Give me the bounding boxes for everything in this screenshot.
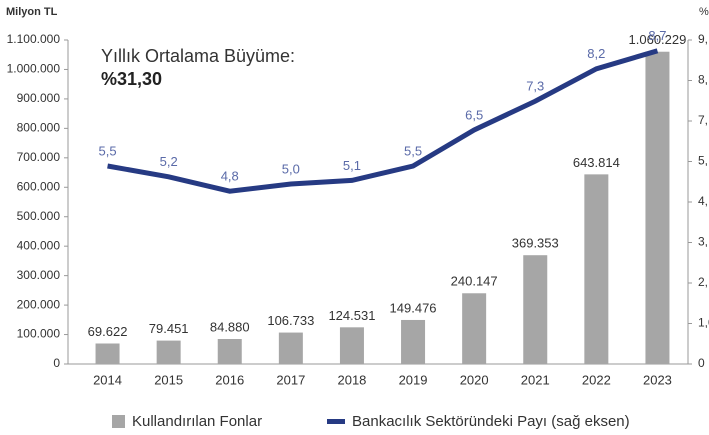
y2-tick-label: 5, xyxy=(698,154,708,168)
bar-value-label: 106.733 xyxy=(267,313,314,328)
bar xyxy=(217,338,242,364)
legend-label: Bankacılık Sektöründeki Payı (sağ eksen) xyxy=(352,413,630,430)
y-tick-label: 1.000.000 xyxy=(7,62,61,76)
bar xyxy=(278,332,303,364)
bar xyxy=(95,343,120,364)
y2-tick-label: 3, xyxy=(698,235,708,249)
bar xyxy=(523,255,548,364)
y2-tick-label: 1,0 xyxy=(698,316,709,330)
annotation-value: %31,30 xyxy=(101,69,162,89)
y2-unit-label: % xyxy=(699,6,709,18)
bar-value-label: 84.880 xyxy=(210,319,250,334)
x-tick-label: 2016 xyxy=(215,372,244,387)
line xyxy=(107,48,659,194)
y-tick-label: 0 xyxy=(53,356,60,370)
y-tick-label: 1.100.000 xyxy=(7,32,61,46)
bar-value-label: 79.451 xyxy=(149,321,189,336)
y-tick-label: 600.000 xyxy=(17,179,61,193)
line-value-label: 5,0 xyxy=(282,161,300,176)
y-tick-label: 700.000 xyxy=(17,150,61,164)
bar-value-label: 643.814 xyxy=(573,155,620,170)
y-tick-label: 900.000 xyxy=(17,91,61,105)
x-tick-label: 2023 xyxy=(643,372,672,387)
y2-tick-label: 0 xyxy=(698,356,705,370)
x-tick-label: 2017 xyxy=(276,372,305,387)
line-value-label: 5,2 xyxy=(160,154,178,169)
x-tick-label: 2021 xyxy=(521,372,550,387)
line-value-label: 5,5 xyxy=(404,143,422,158)
bar xyxy=(584,174,609,364)
line-value-label: 5,1 xyxy=(343,158,361,173)
y2-tick-label: 2, xyxy=(698,275,708,289)
x-tick-label: 2020 xyxy=(460,372,489,387)
bar-value-label: 240.147 xyxy=(451,274,498,289)
y-tick-label: 500.000 xyxy=(17,209,61,223)
y-tick-label: 800.000 xyxy=(17,121,61,135)
y2-tick-label: 9, xyxy=(698,32,708,46)
y-tick-label: 300.000 xyxy=(17,268,61,282)
y2-tick-label: 8, xyxy=(698,73,708,87)
y-tick-label: 100.000 xyxy=(17,327,61,341)
line-value-label: 8,7 xyxy=(648,28,666,43)
line-value-label: 8,2 xyxy=(587,46,605,61)
bar-value-label: 149.476 xyxy=(390,300,437,315)
bar xyxy=(156,340,181,364)
bar xyxy=(339,327,364,364)
x-tick-label: 2014 xyxy=(93,372,122,387)
bar-value-label: 124.531 xyxy=(328,308,375,323)
bar xyxy=(645,51,670,365)
legend-label: Kullandırılan Fonlar xyxy=(132,413,262,430)
x-tick-label: 2022 xyxy=(582,372,611,387)
x-tick-label: 2015 xyxy=(154,372,183,387)
bar xyxy=(401,319,426,364)
x-tick-label: 2018 xyxy=(337,372,366,387)
line-value-label: 5,5 xyxy=(99,143,117,158)
x-tick-label: 2019 xyxy=(399,372,428,387)
y-tick-label: 400.000 xyxy=(17,238,61,252)
legend-swatch xyxy=(327,419,345,424)
y2-tick-label: 7, xyxy=(698,113,708,127)
bar-value-label: 1.060.229 xyxy=(629,32,687,47)
y2-tick-label: 4, xyxy=(698,194,708,208)
line-value-label: 6,5 xyxy=(465,107,483,122)
bar xyxy=(462,293,487,364)
y-unit-label: Milyon TL xyxy=(6,6,58,18)
annotation: Yıllık Ortalama Büyüme: xyxy=(101,46,295,66)
line-value-label: 4,8 xyxy=(221,169,239,184)
bar-value-label: 369.353 xyxy=(512,236,559,251)
legend-swatch xyxy=(112,415,125,428)
y-tick-label: 200.000 xyxy=(17,297,61,311)
line-value-label: 7,3 xyxy=(526,79,544,94)
bar-value-label: 69.622 xyxy=(88,324,128,339)
